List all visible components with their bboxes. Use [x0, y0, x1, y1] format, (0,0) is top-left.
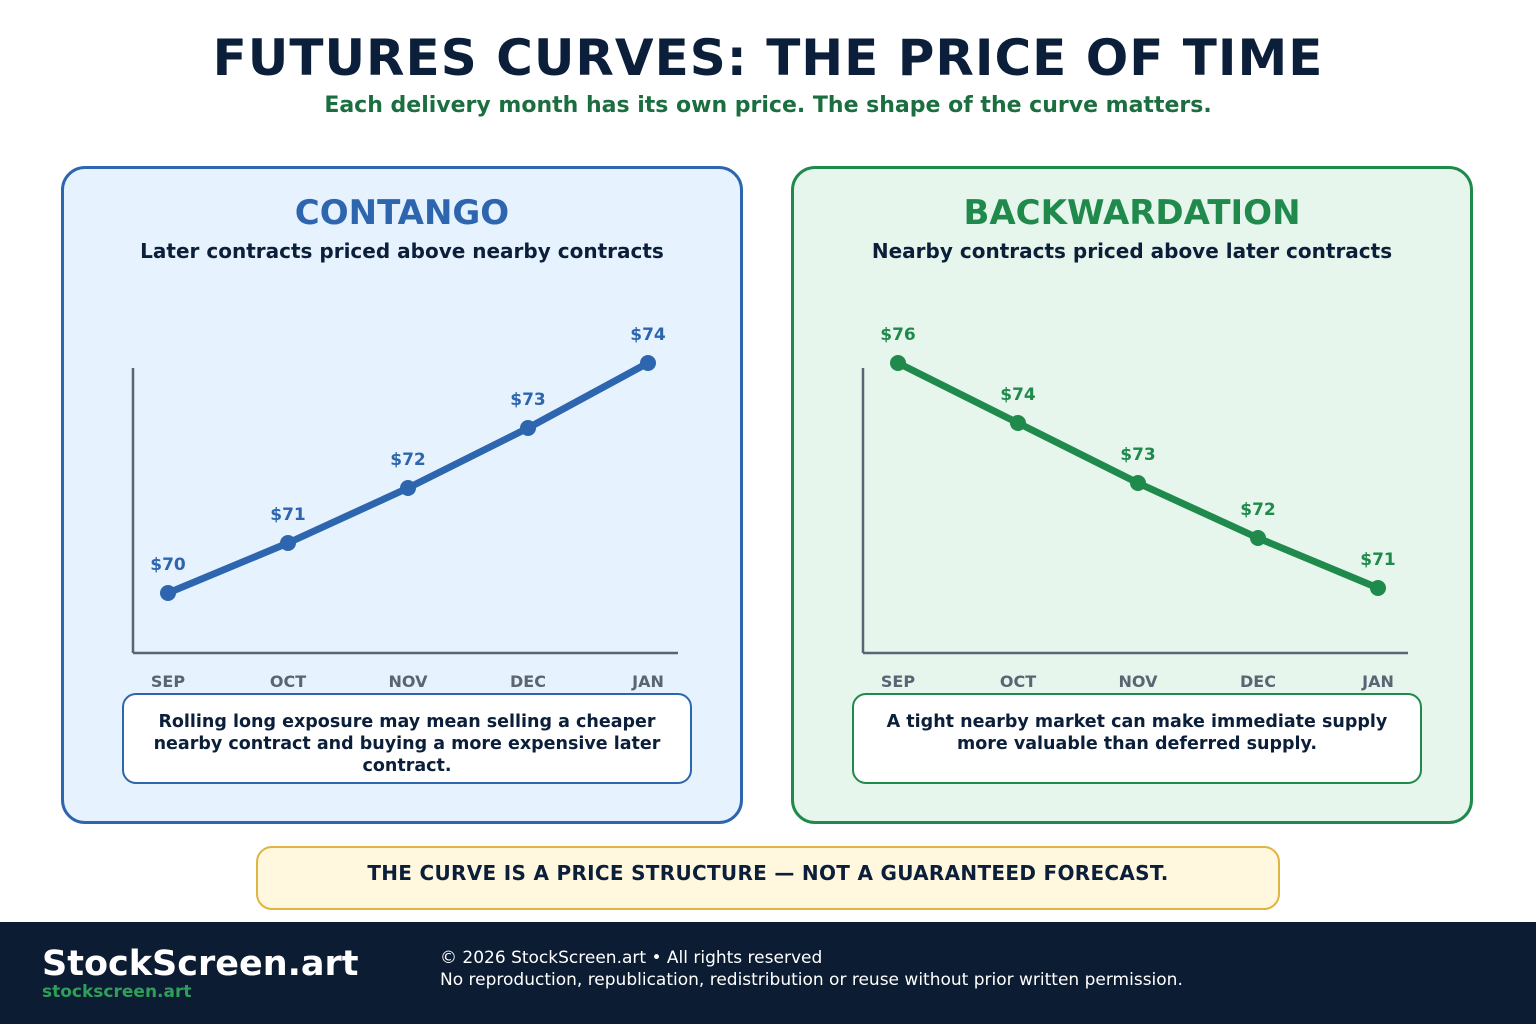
- backwardation-subtitle: Nearby contracts priced above later cont…: [871, 239, 1393, 263]
- contango-tick-sep: SEP: [151, 672, 185, 691]
- backwardation-tick-jan: JAN: [1361, 672, 1394, 691]
- backwardation-chart: $76 SEP $74 OCT $73 NOV $72 DEC $71 JAN: [861, 325, 1408, 691]
- contango-point-oct: [280, 535, 296, 551]
- contango-point-jan: [640, 355, 656, 371]
- contango-panel: $70 SEP $71 OCT $72 NOV $73 DEC $74 JAN CONTANGO …: [61, 166, 743, 824]
- footer-notice: No reproduction, republication, redistri…: [440, 970, 1183, 990]
- footer-url: stockscreen.art: [42, 982, 192, 1002]
- backwardation-tick-nov: NOV: [1119, 672, 1159, 691]
- backwardation-data-label-dec: $72: [1240, 500, 1276, 520]
- backwardation-point-dec: [1250, 530, 1266, 546]
- contango-data-label-dec: $73: [510, 390, 546, 410]
- contango-chart: $70 SEP $71 OCT $72 NOV $73 DEC $74 JAN: [131, 325, 678, 691]
- backwardation-data-label-jan: $71: [1360, 550, 1396, 570]
- backwardation-point-oct: [1010, 415, 1026, 431]
- backwardation-tick-dec: DEC: [1240, 672, 1276, 691]
- footer: StockScreen.art stockscreen.art © 2026 S…: [0, 922, 1536, 1024]
- contango-series-line: [164, 359, 652, 597]
- page-subtitle: Each delivery month has its own price. T…: [324, 93, 1212, 118]
- footer-copyright: © 2026 StockScreen.art • All rights rese…: [440, 948, 823, 968]
- backwardation-data-label-oct: $74: [1000, 385, 1036, 405]
- backwardation-data-label-sep: $76: [880, 325, 916, 345]
- contango-data-label-oct: $71: [270, 505, 306, 525]
- backwardation-panel: $76 SEP $74 OCT $73 NOV $72 DEC $71 JAN BACKWARDA…: [791, 166, 1473, 824]
- contango-point-dec: [520, 420, 536, 436]
- backwardation-tick-sep: SEP: [881, 672, 915, 691]
- backwardation-data-label-nov: $73: [1120, 445, 1156, 465]
- contango-title: CONTANGO: [294, 193, 510, 233]
- contango-point-sep: [160, 585, 176, 601]
- contango-note: Rolling long exposure may mean selling a…: [122, 693, 692, 784]
- backwardation-point-sep: [890, 355, 906, 371]
- disclaimer-banner: THE CURVE IS A PRICE STRUCTURE — NOT A G…: [256, 846, 1280, 910]
- backwardation-tick-oct: OCT: [1000, 672, 1036, 691]
- contango-tick-oct: OCT: [270, 672, 306, 691]
- contango-data-label-jan: $74: [630, 325, 666, 345]
- backwardation-title: BACKWARDATION: [963, 193, 1301, 233]
- contango-tick-jan: JAN: [631, 672, 664, 691]
- backwardation-point-jan: [1370, 580, 1386, 596]
- contango-tick-dec: DEC: [510, 672, 546, 691]
- contango-data-label-nov: $72: [390, 450, 426, 470]
- page-title: FUTURES CURVES: THE PRICE OF TIME: [212, 29, 1324, 87]
- contango-subtitle: Later contracts priced above nearby cont…: [140, 239, 664, 263]
- contango-tick-nov: NOV: [389, 672, 429, 691]
- footer-brand: StockScreen.art: [42, 944, 359, 984]
- contango-data-label-sep: $70: [150, 555, 186, 575]
- backwardation-note: A tight nearby market can make immediate…: [852, 693, 1422, 784]
- contango-point-nov: [400, 480, 416, 496]
- backwardation-point-nov: [1130, 475, 1146, 491]
